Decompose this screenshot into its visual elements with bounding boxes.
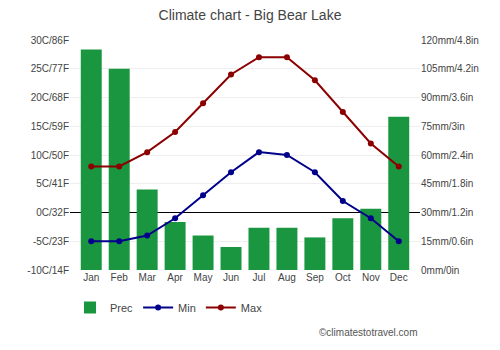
svg-text:Nov: Nov [362,272,380,283]
svg-text:45mm/1.8in: 45mm/1.8in [421,178,473,189]
svg-text:-5C/23F: -5C/23F [33,236,69,247]
svg-text:-10C/14F: -10C/14F [27,265,69,276]
svg-text:Jan: Jan [83,272,99,283]
svg-text:105mm/4.2in: 105mm/4.2in [421,63,479,74]
svg-text:20C/68F: 20C/68F [31,92,69,103]
svg-text:Climate chart - Big Bear Lake: Climate chart - Big Bear Lake [159,7,342,23]
svg-text:Jun: Jun [223,272,239,283]
svg-text:Oct: Oct [335,272,351,283]
svg-text:Sep: Sep [306,272,324,283]
svg-text:Min: Min [178,302,196,314]
svg-text:30mm/1.2in: 30mm/1.2in [421,207,473,218]
svg-text:Mar: Mar [139,272,157,283]
svg-text:15C/59F: 15C/59F [31,121,69,132]
svg-text:May: May [194,272,213,283]
svg-text:60mm/2.4in: 60mm/2.4in [421,150,473,161]
svg-text:Jul: Jul [253,272,266,283]
svg-text:10C/50F: 10C/50F [31,150,69,161]
svg-text:25C/77F: 25C/77F [31,63,69,74]
svg-text:©climatestotravel.com: ©climatestotravel.com [319,327,418,338]
svg-text:Dec: Dec [390,272,408,283]
svg-text:Prec: Prec [110,302,133,314]
svg-text:Aug: Aug [278,272,296,283]
svg-text:5C/41F: 5C/41F [36,178,69,189]
svg-text:Apr: Apr [167,272,183,283]
svg-text:30C/86F: 30C/86F [31,35,69,46]
svg-text:Feb: Feb [111,272,129,283]
svg-text:0C/32F: 0C/32F [36,207,69,218]
svg-text:Max: Max [241,302,262,314]
svg-text:15mm/0.6in: 15mm/0.6in [421,236,473,247]
svg-text:0mm/0in: 0mm/0in [421,265,459,276]
svg-text:75mm/3in: 75mm/3in [421,121,465,132]
svg-text:120mm/4.8in: 120mm/4.8in [421,35,479,46]
svg-text:90mm/3.6in: 90mm/3.6in [421,92,473,103]
